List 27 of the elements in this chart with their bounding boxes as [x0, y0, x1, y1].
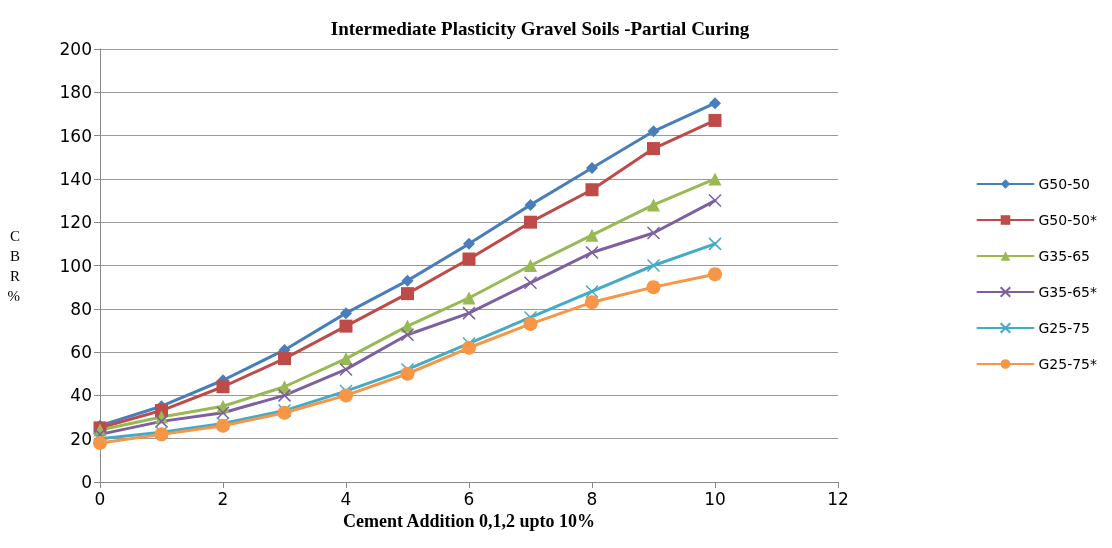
- legend-label: G25-75*: [1038, 356, 1097, 372]
- y-tick-label: 160: [59, 125, 92, 146]
- x-tick-label: 10: [704, 488, 726, 509]
- x-tick-label: 12: [827, 488, 849, 509]
- x-tick-label: 6: [463, 488, 475, 509]
- legend-label: G35-65*: [1038, 284, 1097, 300]
- y-tick-label: 20: [70, 428, 92, 449]
- x-tick-label: 4: [340, 488, 352, 509]
- legend-label: G35-65: [1038, 248, 1090, 264]
- x-tick-label: 2: [217, 488, 229, 509]
- x-tick-label: 8: [586, 488, 598, 509]
- legend-label: G50-50*: [1038, 212, 1097, 228]
- y-tick-label: 120: [59, 212, 92, 233]
- y-tick-label: 60: [70, 342, 92, 363]
- y-tick-label: 180: [59, 82, 92, 103]
- x-tick-label: 0: [94, 488, 106, 509]
- chart-title: Intermediate Plasticity Gravel Soils -Partial Curing: [330, 18, 750, 39]
- legend-label: G50-50: [1038, 176, 1090, 192]
- y-tick-label: 200: [59, 39, 92, 59]
- y-axis-title: CBR%: [7, 227, 20, 304]
- x-axis-title: Cement Addition 0,1,2 upto 10%: [342, 510, 596, 531]
- legend-label: G25-75: [1038, 320, 1090, 336]
- y-tick-label: 0: [81, 472, 92, 492]
- y-tick-label: 40: [70, 385, 92, 406]
- y-tick-label: 140: [59, 168, 92, 189]
- y-tick-label: 100: [59, 255, 92, 276]
- y-tick-label: 80: [70, 298, 92, 319]
